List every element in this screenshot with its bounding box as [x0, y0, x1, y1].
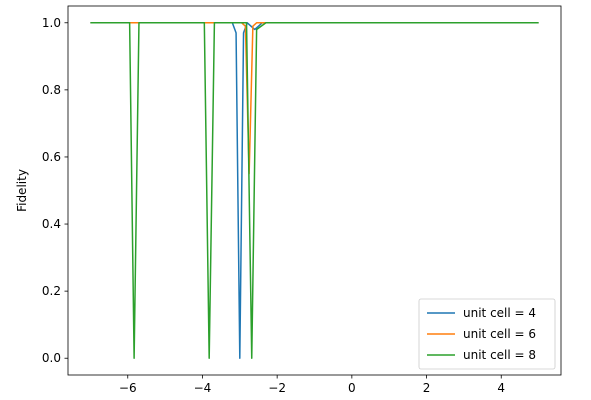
y-tick-label: 0.4	[42, 217, 61, 231]
x-axis: −6 −4 −2 0 2 4	[119, 375, 505, 395]
legend-box	[418, 298, 556, 370]
x-tick-label: −4	[194, 381, 212, 395]
x-tick-label: −6	[119, 381, 137, 395]
plot-frame	[67, 5, 562, 376]
x-tick-label: 2	[423, 381, 431, 395]
y-tick-label: 0.2	[42, 284, 61, 298]
series-layer	[90, 22, 539, 359]
x-tick-label: 4	[497, 381, 505, 395]
y-axis: 0.0 0.2 0.4 0.6 0.8 1.0	[42, 16, 68, 365]
y-tick-label: 0.8	[42, 83, 61, 97]
x-tick-label: −2	[268, 381, 286, 395]
y-tick-label: 0.6	[42, 150, 61, 164]
series-line-3	[90, 22, 539, 359]
y-axis-label: Fidelity	[15, 169, 29, 212]
x-tick-label: 0	[348, 381, 356, 395]
legend: unit cell = 4 unit cell = 6 unit cell = 8	[418, 298, 556, 370]
y-tick-label: 1.0	[42, 16, 61, 30]
legend-label-3: unit cell = 8	[463, 348, 536, 362]
y-tick-label: 0.0	[42, 351, 61, 365]
legend-label-2: unit cell = 6	[463, 327, 536, 341]
legend-label-1: unit cell = 4	[463, 306, 536, 320]
